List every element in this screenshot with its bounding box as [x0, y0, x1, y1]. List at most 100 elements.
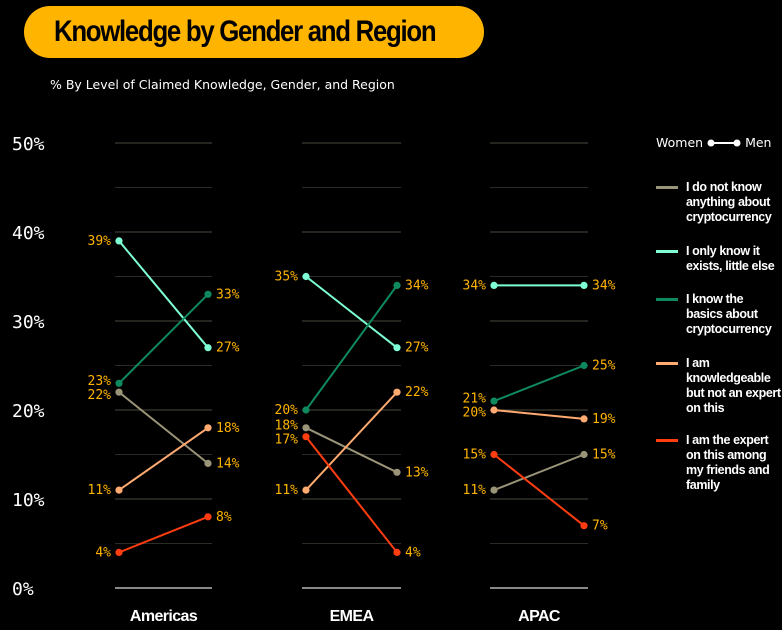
data-label-women: 23%	[88, 374, 112, 389]
data-label-men: 4%	[405, 545, 421, 560]
region-label: EMEA	[330, 608, 375, 625]
data-label-men: 25%	[592, 359, 616, 374]
data-label-women: 21%	[463, 392, 487, 407]
point-women	[490, 397, 498, 405]
point-women	[115, 548, 123, 557]
data-label-men: 27%	[405, 341, 429, 356]
data-label-men: 14%	[216, 456, 240, 471]
legend-label: I know the basics about cryptocurrency	[686, 292, 772, 336]
data-label-men: 8%	[216, 510, 232, 525]
data-label-women: 22%	[88, 388, 112, 403]
point-women	[115, 388, 123, 396]
series-line	[118, 426, 209, 491]
point-men	[393, 468, 401, 476]
region-label: APAC	[518, 608, 561, 625]
series-line	[305, 284, 398, 411]
point-men	[393, 344, 401, 352]
point-women	[115, 486, 123, 494]
data-label-women: 11%	[463, 483, 487, 498]
point-women	[490, 406, 498, 414]
legend-item-know-it-exists: I only know it exists, little else	[656, 244, 782, 274]
legend-swatch	[656, 186, 678, 189]
point-men	[580, 522, 588, 530]
data-label-men: 7%	[592, 519, 608, 534]
point-men	[393, 388, 401, 396]
point-men	[580, 415, 588, 423]
point-men	[393, 281, 401, 289]
series-line	[493, 453, 585, 492]
data-label-women: 11%	[275, 483, 299, 498]
series-line	[118, 515, 209, 554]
region-label: Americas	[130, 608, 198, 625]
legend-header: Women Men	[656, 135, 771, 150]
data-label-women: 18%	[275, 418, 299, 433]
y-tick-label: 0%	[12, 579, 34, 600]
point-men	[204, 344, 212, 352]
series-line	[305, 436, 398, 554]
series-line	[305, 391, 398, 491]
data-label-men: 27%	[216, 341, 240, 356]
data-label-men: 34%	[405, 278, 429, 293]
data-label-women: 17%	[275, 432, 299, 447]
point-women	[490, 281, 498, 289]
point-men	[204, 513, 212, 521]
series-line	[305, 426, 398, 474]
legend-label: I am knowledgeable but not an expert on …	[686, 356, 781, 415]
legend-label: I am the expert on this among my friends…	[686, 433, 770, 492]
series-line	[118, 293, 209, 385]
point-women	[302, 272, 310, 281]
point-men	[393, 548, 401, 557]
y-tick-label: 50%	[12, 134, 45, 155]
y-tick-label: 10%	[12, 490, 45, 511]
point-women	[302, 424, 310, 432]
data-label-women: 20%	[463, 406, 487, 421]
chart-subtitle: % By Level of Claimed Knowledge, Gender,…	[50, 77, 395, 92]
point-women	[302, 486, 310, 494]
data-label-women: 34%	[463, 278, 487, 293]
series-line	[493, 409, 585, 420]
point-women	[302, 406, 310, 414]
data-label-women: 20%	[275, 403, 299, 418]
legend-label: I do not know anything about cryptocurre…	[686, 180, 772, 224]
data-label-women: 11%	[88, 483, 112, 498]
point-men	[204, 290, 212, 298]
women-men-connector-icon	[707, 139, 741, 146]
data-label-men: 33%	[216, 287, 240, 302]
legend-item-knowledgeable: I am knowledgeable but not an expert on …	[656, 356, 782, 416]
legend-women-label: Women	[656, 135, 704, 150]
y-tick-label: 40%	[12, 223, 45, 244]
data-label-men: 13%	[405, 465, 429, 480]
legend-item-know-basics: I know the basics about cryptocurrency	[656, 292, 782, 337]
point-men	[580, 281, 588, 289]
series-line	[118, 240, 209, 349]
legend-label: I only know it exists, little else	[686, 244, 775, 273]
point-men	[580, 361, 588, 370]
legend-item-no-knowledge: I do not know anything about cryptocurre…	[656, 180, 782, 225]
data-label-women: 39%	[88, 234, 112, 249]
data-label-women: 35%	[275, 270, 299, 285]
legend-item-expert: I am the expert on this among my friends…	[656, 433, 782, 493]
legend-swatch	[656, 298, 678, 301]
point-men	[204, 424, 212, 432]
series-line	[493, 364, 585, 403]
legend-swatch	[656, 439, 678, 442]
chart-title: Knowledge by Gender and Region	[54, 15, 437, 48]
series-line	[493, 453, 585, 527]
point-women	[115, 237, 123, 245]
data-label-women: 15%	[463, 448, 487, 463]
data-label-men: 22%	[405, 385, 429, 400]
legend-swatch	[656, 250, 678, 253]
legend-swatch	[656, 362, 678, 365]
point-men	[204, 459, 212, 467]
point-women	[115, 379, 123, 387]
series-line	[305, 275, 398, 349]
data-label-women: 4%	[95, 545, 111, 560]
y-tick-label: 20%	[12, 401, 45, 422]
series-line	[118, 391, 209, 465]
data-label-men: 34%	[592, 278, 616, 293]
data-label-men: 15%	[592, 448, 616, 463]
point-women	[490, 486, 498, 494]
y-tick-label: 30%	[12, 312, 45, 333]
point-men	[580, 450, 588, 459]
